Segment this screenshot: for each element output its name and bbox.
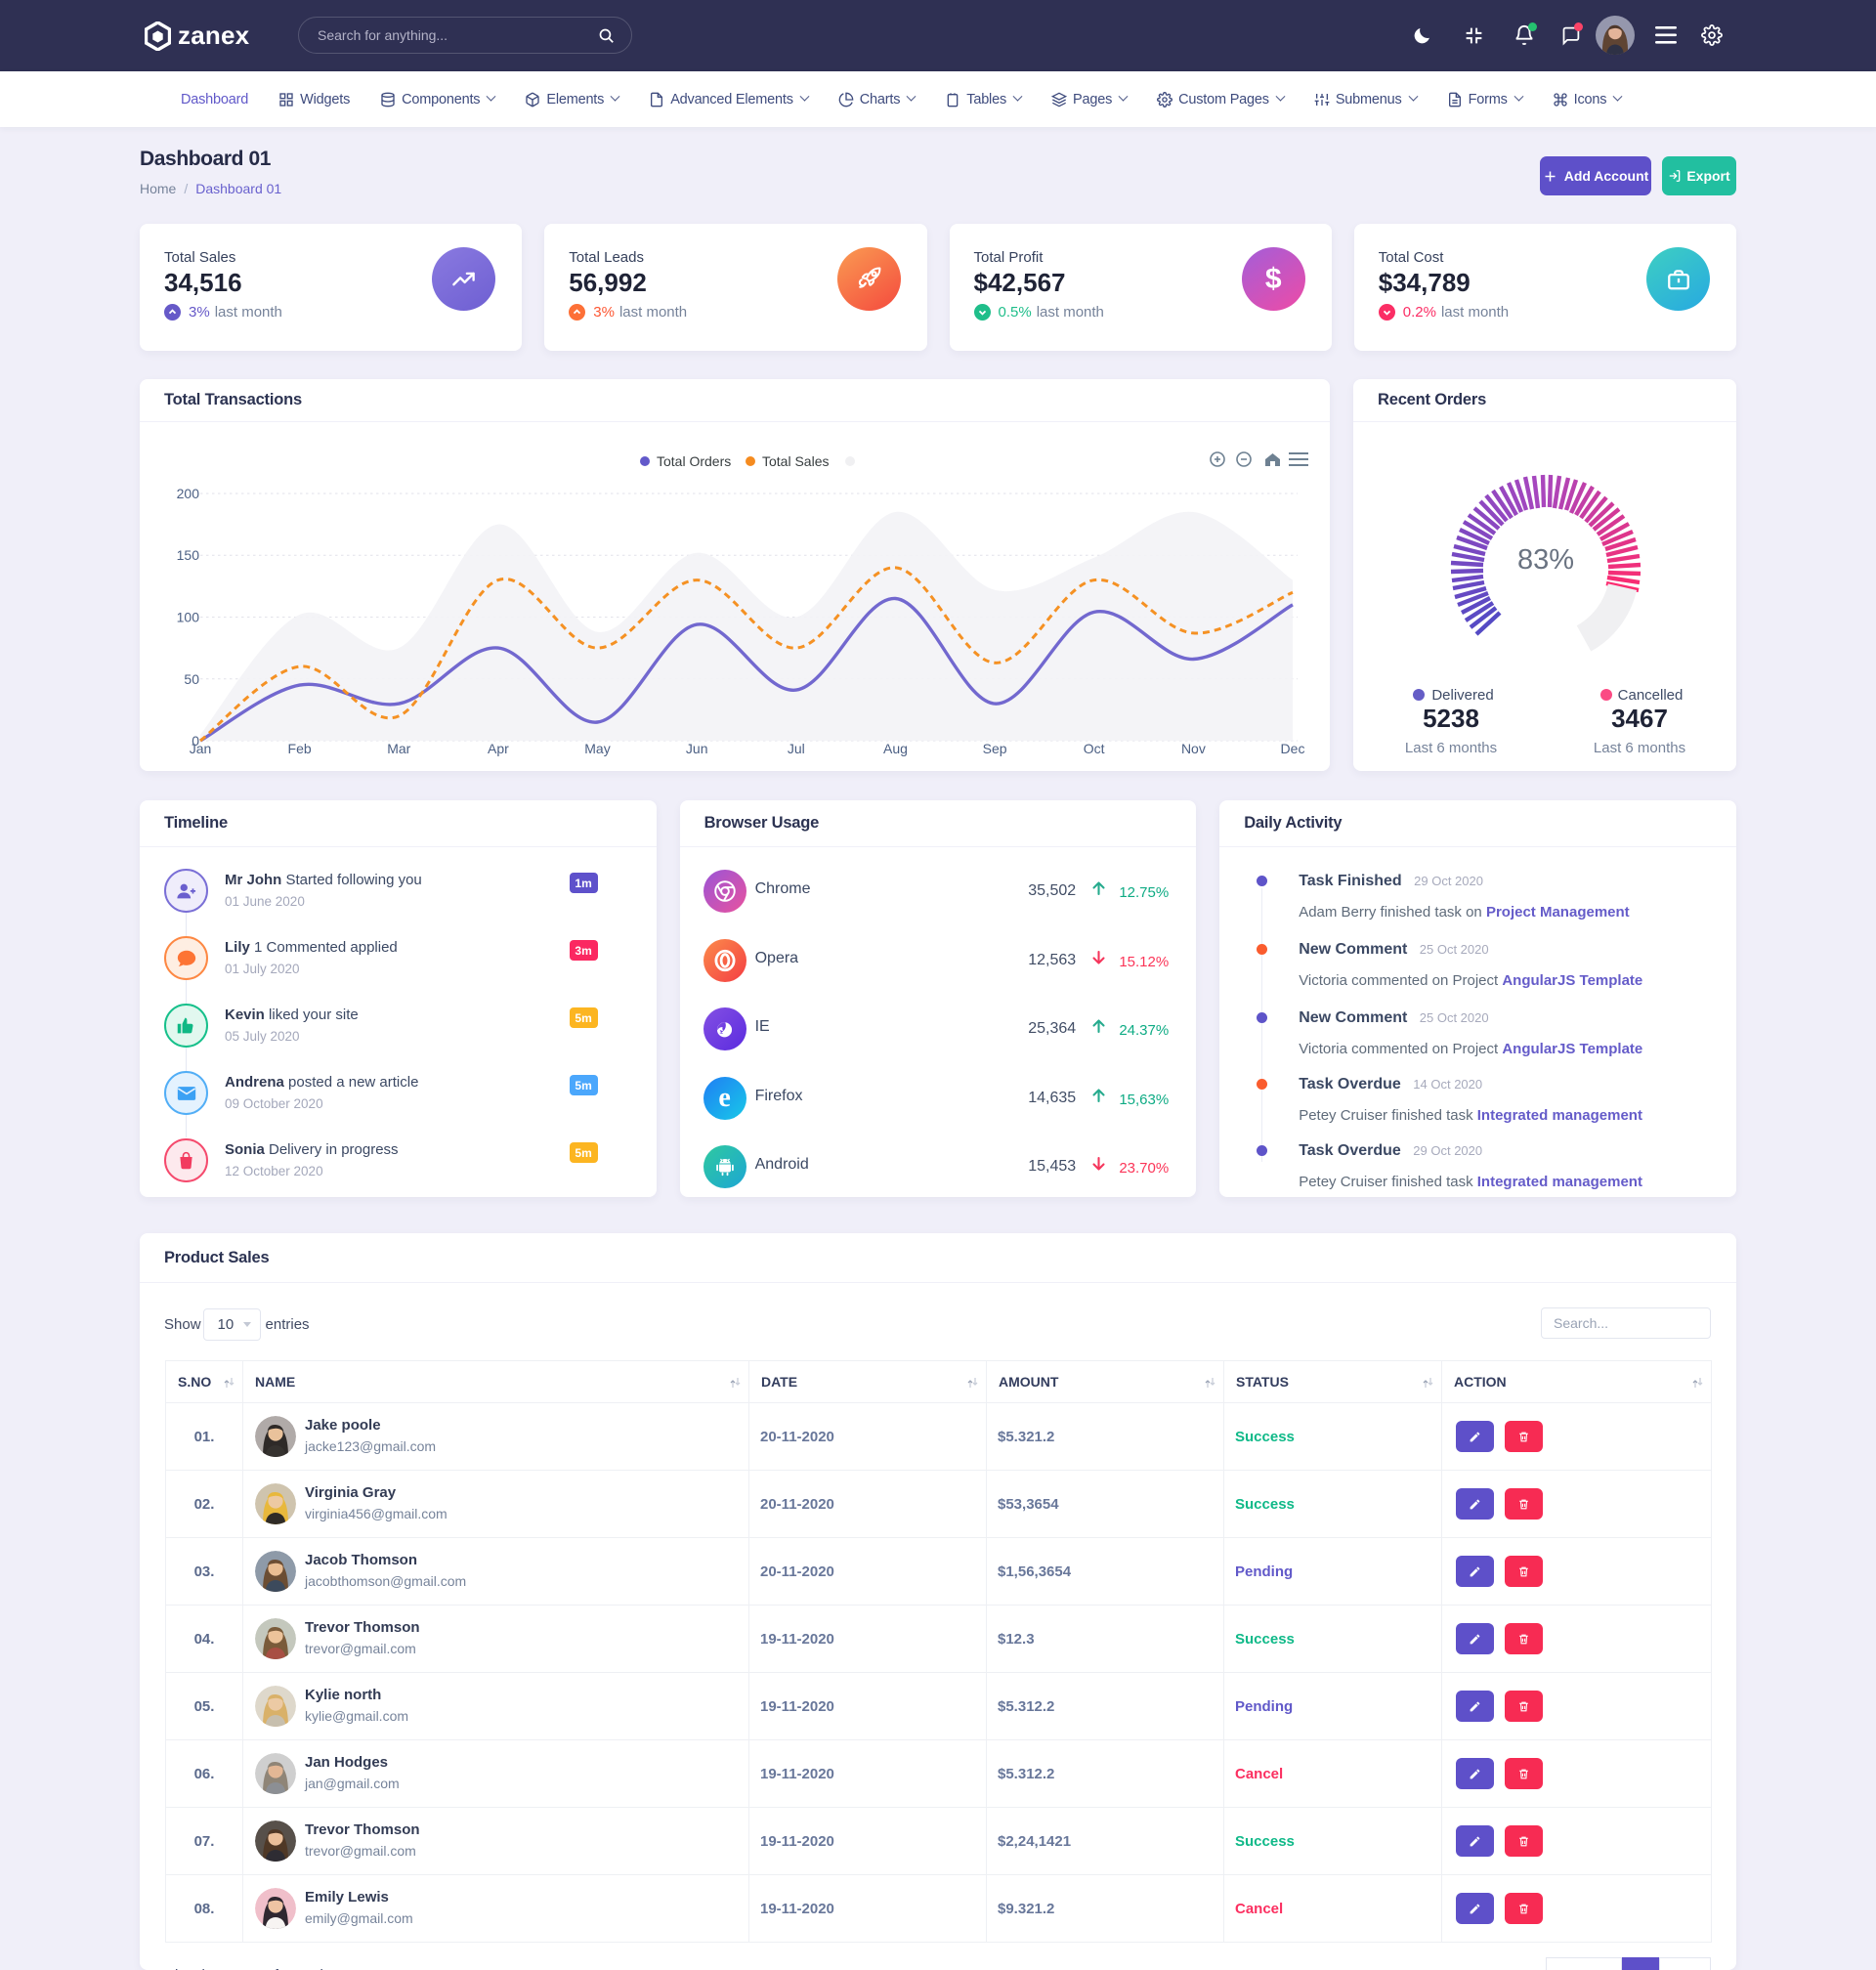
svg-text:150: 150 <box>177 547 200 563</box>
svg-text:Jul: Jul <box>788 741 805 756</box>
svg-text:Sep: Sep <box>983 741 1007 756</box>
svg-text:Last 6 months: Last 6 months <box>1405 740 1497 756</box>
svg-text:Mar: Mar <box>387 741 410 756</box>
svg-text:Delivered: Delivered <box>1431 687 1493 704</box>
svg-text:50: 50 <box>184 671 199 687</box>
svg-text:May: May <box>584 741 610 756</box>
svg-text:Cancelled: Cancelled <box>1618 687 1684 704</box>
svg-text:Total Sales: Total Sales <box>762 453 829 469</box>
svg-text:Total Orders: Total Orders <box>657 453 731 469</box>
svg-text:83%: 83% <box>1517 544 1574 576</box>
svg-text:Nov: Nov <box>1181 741 1206 756</box>
svg-text:Aug: Aug <box>883 741 908 756</box>
svg-text:Apr: Apr <box>488 741 509 756</box>
svg-text:Jun: Jun <box>686 741 708 756</box>
svg-text:Oct: Oct <box>1084 741 1105 756</box>
svg-text:200: 200 <box>177 486 200 501</box>
svg-text:Last 6 months: Last 6 months <box>1594 740 1685 756</box>
svg-text:Dec: Dec <box>1281 741 1305 756</box>
svg-text:Jan: Jan <box>190 741 212 756</box>
svg-text:100: 100 <box>177 610 200 625</box>
svg-text:5238: 5238 <box>1423 704 1479 733</box>
svg-text:3467: 3467 <box>1611 704 1668 733</box>
svg-text:Feb: Feb <box>288 741 312 756</box>
svg-text:0: 0 <box>192 733 199 749</box>
